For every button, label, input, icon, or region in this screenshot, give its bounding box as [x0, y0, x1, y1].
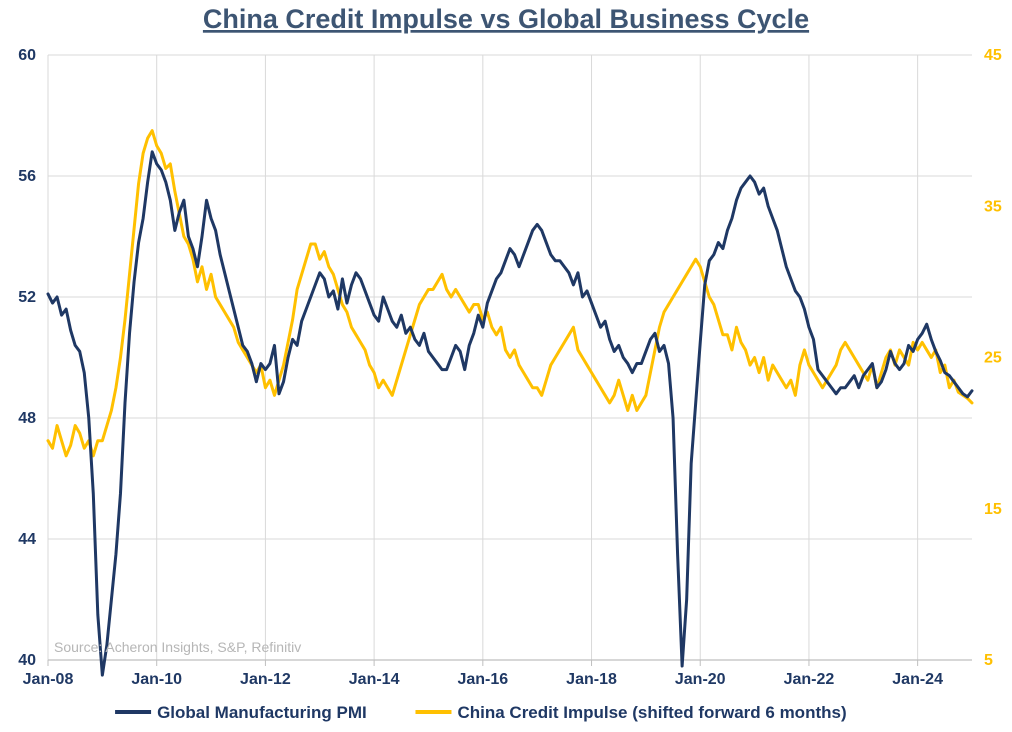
x-tick-label: Jan-24	[892, 671, 943, 688]
y-left-tick-label: 44	[18, 531, 36, 548]
y-right-tick-label: 45	[984, 47, 1002, 64]
x-tick-label: Jan-14	[349, 671, 400, 688]
y-left-tick-label: 60	[18, 47, 36, 64]
y-right-tick-label: 15	[984, 501, 1002, 518]
y-right-tick-label: 5	[984, 652, 993, 669]
x-tick-label: Jan-12	[240, 671, 291, 688]
y-right-tick-label: 35	[984, 198, 1002, 215]
x-tick-label: Jan-16	[457, 671, 508, 688]
x-tick-label: Jan-08	[23, 671, 74, 688]
legend: Global Manufacturing PMI China Credit Imp…	[115, 703, 847, 722]
chart-container: 40 44 48 52 56 60 5 15 25 35 45 Jan-08 Jan-10 Jan-12 J…	[0, 0, 1012, 732]
x-tick-label: Jan-10	[131, 671, 182, 688]
y-left-tick-label: 48	[18, 410, 36, 427]
y-right-tick-label: 25	[984, 350, 1002, 367]
source-note: Source: Acheron Insights, S&P, Refinitiv	[54, 639, 301, 655]
legend-label: Global Manufacturing PMI	[157, 703, 367, 722]
y-left-tick-label: 40	[18, 652, 36, 669]
y-left-tick-label: 52	[18, 289, 36, 306]
legend-label: China Credit Impulse (shifted forward 6 …	[457, 703, 846, 722]
chart-svg: 40 44 48 52 56 60 5 15 25 35 45 Jan-08 Jan-10 Jan-12 J…	[0, 0, 1012, 732]
y-left-tick-label: 56	[18, 168, 36, 185]
chart-title: China Credit Impulse vs Global Business …	[203, 4, 809, 34]
x-tick-label: Jan-18	[566, 671, 617, 688]
x-tick-label: Jan-22	[784, 671, 835, 688]
x-tick-label: Jan-20	[675, 671, 726, 688]
